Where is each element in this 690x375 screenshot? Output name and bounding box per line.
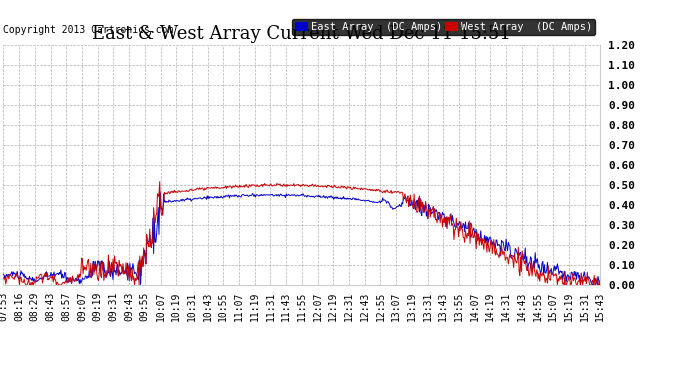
Legend: East Array  (DC Amps), West Array  (DC Amps): East Array (DC Amps), West Array (DC Amp… <box>292 19 595 35</box>
Title: East & West Array Current Wed Dec 11 15:51: East & West Array Current Wed Dec 11 15:… <box>92 26 511 44</box>
Text: Copyright 2013 Cartronics.com: Copyright 2013 Cartronics.com <box>3 26 174 35</box>
